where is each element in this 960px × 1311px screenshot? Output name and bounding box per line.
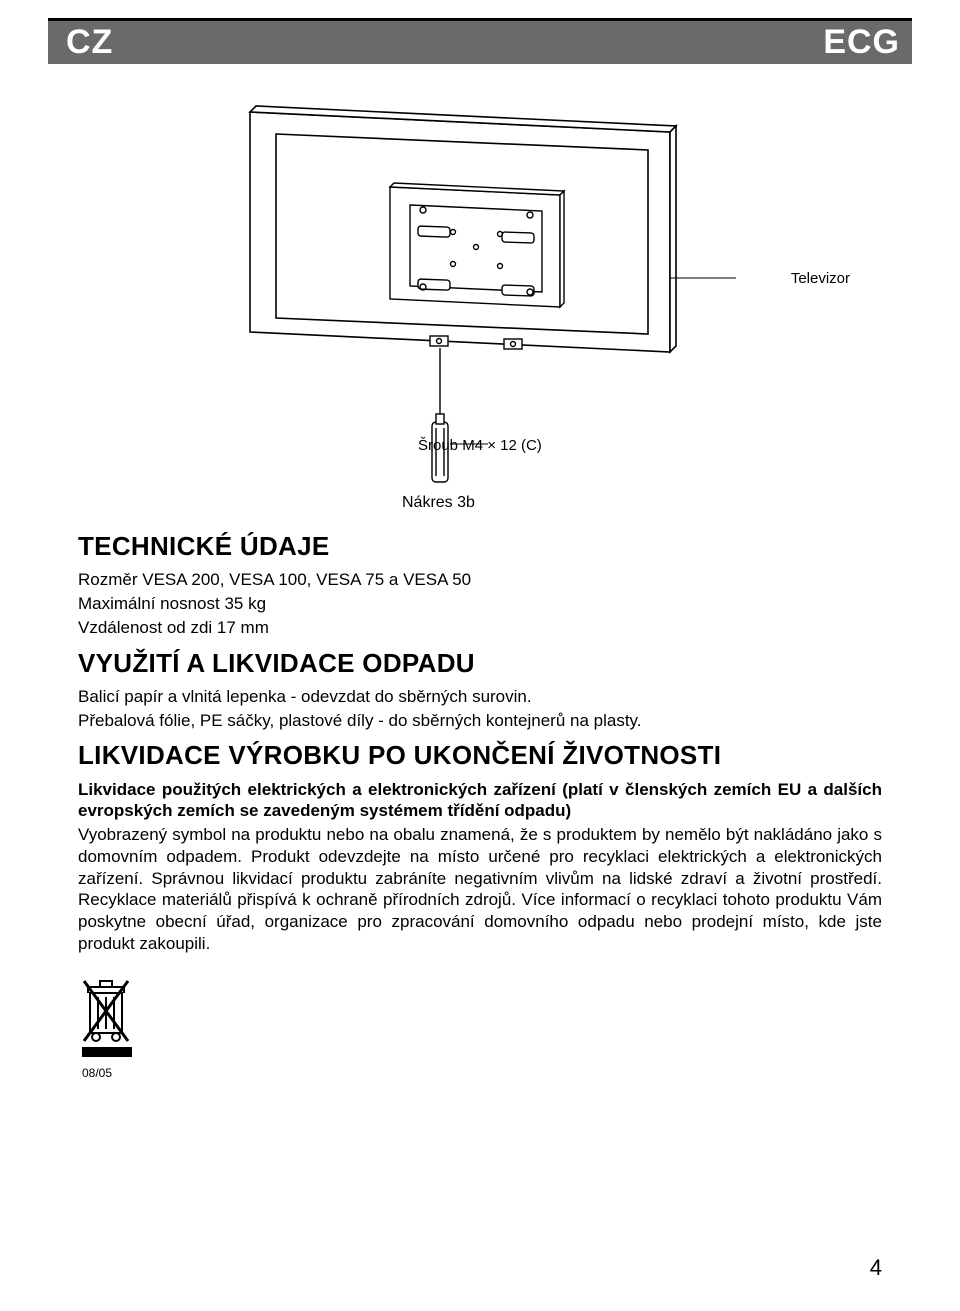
section-title-eol: LIKVIDACE VÝROBKU PO UKONČENÍ ŽIVOTNOSTI [78,739,882,772]
diagram-label-screw: Šroub M4 × 12 (C) [418,437,542,454]
spec-line: Maximální nosnost 35 kg [78,593,882,615]
spec-line: Rozměr VESA 200, VESA 100, VESA 75 a VES… [78,569,882,591]
spec-line: Vzdálenost od zdi 17 mm [78,617,882,639]
section-title-tech: TECHNICKÉ ÚDAJE [78,530,882,563]
eol-bold-paragraph: Likvidace použitých elektrických a elekt… [78,779,882,823]
waste-line: Přebalová fólie, PE sáčky, plastové díly… [78,710,882,732]
diagram-caption: Nákres 3b [402,494,475,512]
brand-label: ECG [823,23,900,62]
date-label: 08/05 [82,1066,882,1081]
weee-bin-icon [78,975,136,1060]
eol-body-paragraph: Vyobrazený symbol na produktu nebo na ob… [78,824,882,955]
weee-symbol-block: 08/05 [78,975,882,1081]
header-bar: CZ ECG [48,18,912,64]
language-label: CZ [66,23,113,62]
mounting-diagram: Televizor Šroub M4 × 12 (C) Nákres 3b [48,92,912,522]
diagram-label-tv: Televizor [791,270,850,287]
content-body: TECHNICKÉ ÚDAJE Rozměr VESA 200, VESA 10… [78,530,882,1081]
section-title-waste: VYUŽITÍ A LIKVIDACE ODPADU [78,647,882,680]
waste-line: Balicí papír a vlnitá lepenka - odevzdat… [78,686,882,708]
page-number: 4 [870,1255,882,1281]
